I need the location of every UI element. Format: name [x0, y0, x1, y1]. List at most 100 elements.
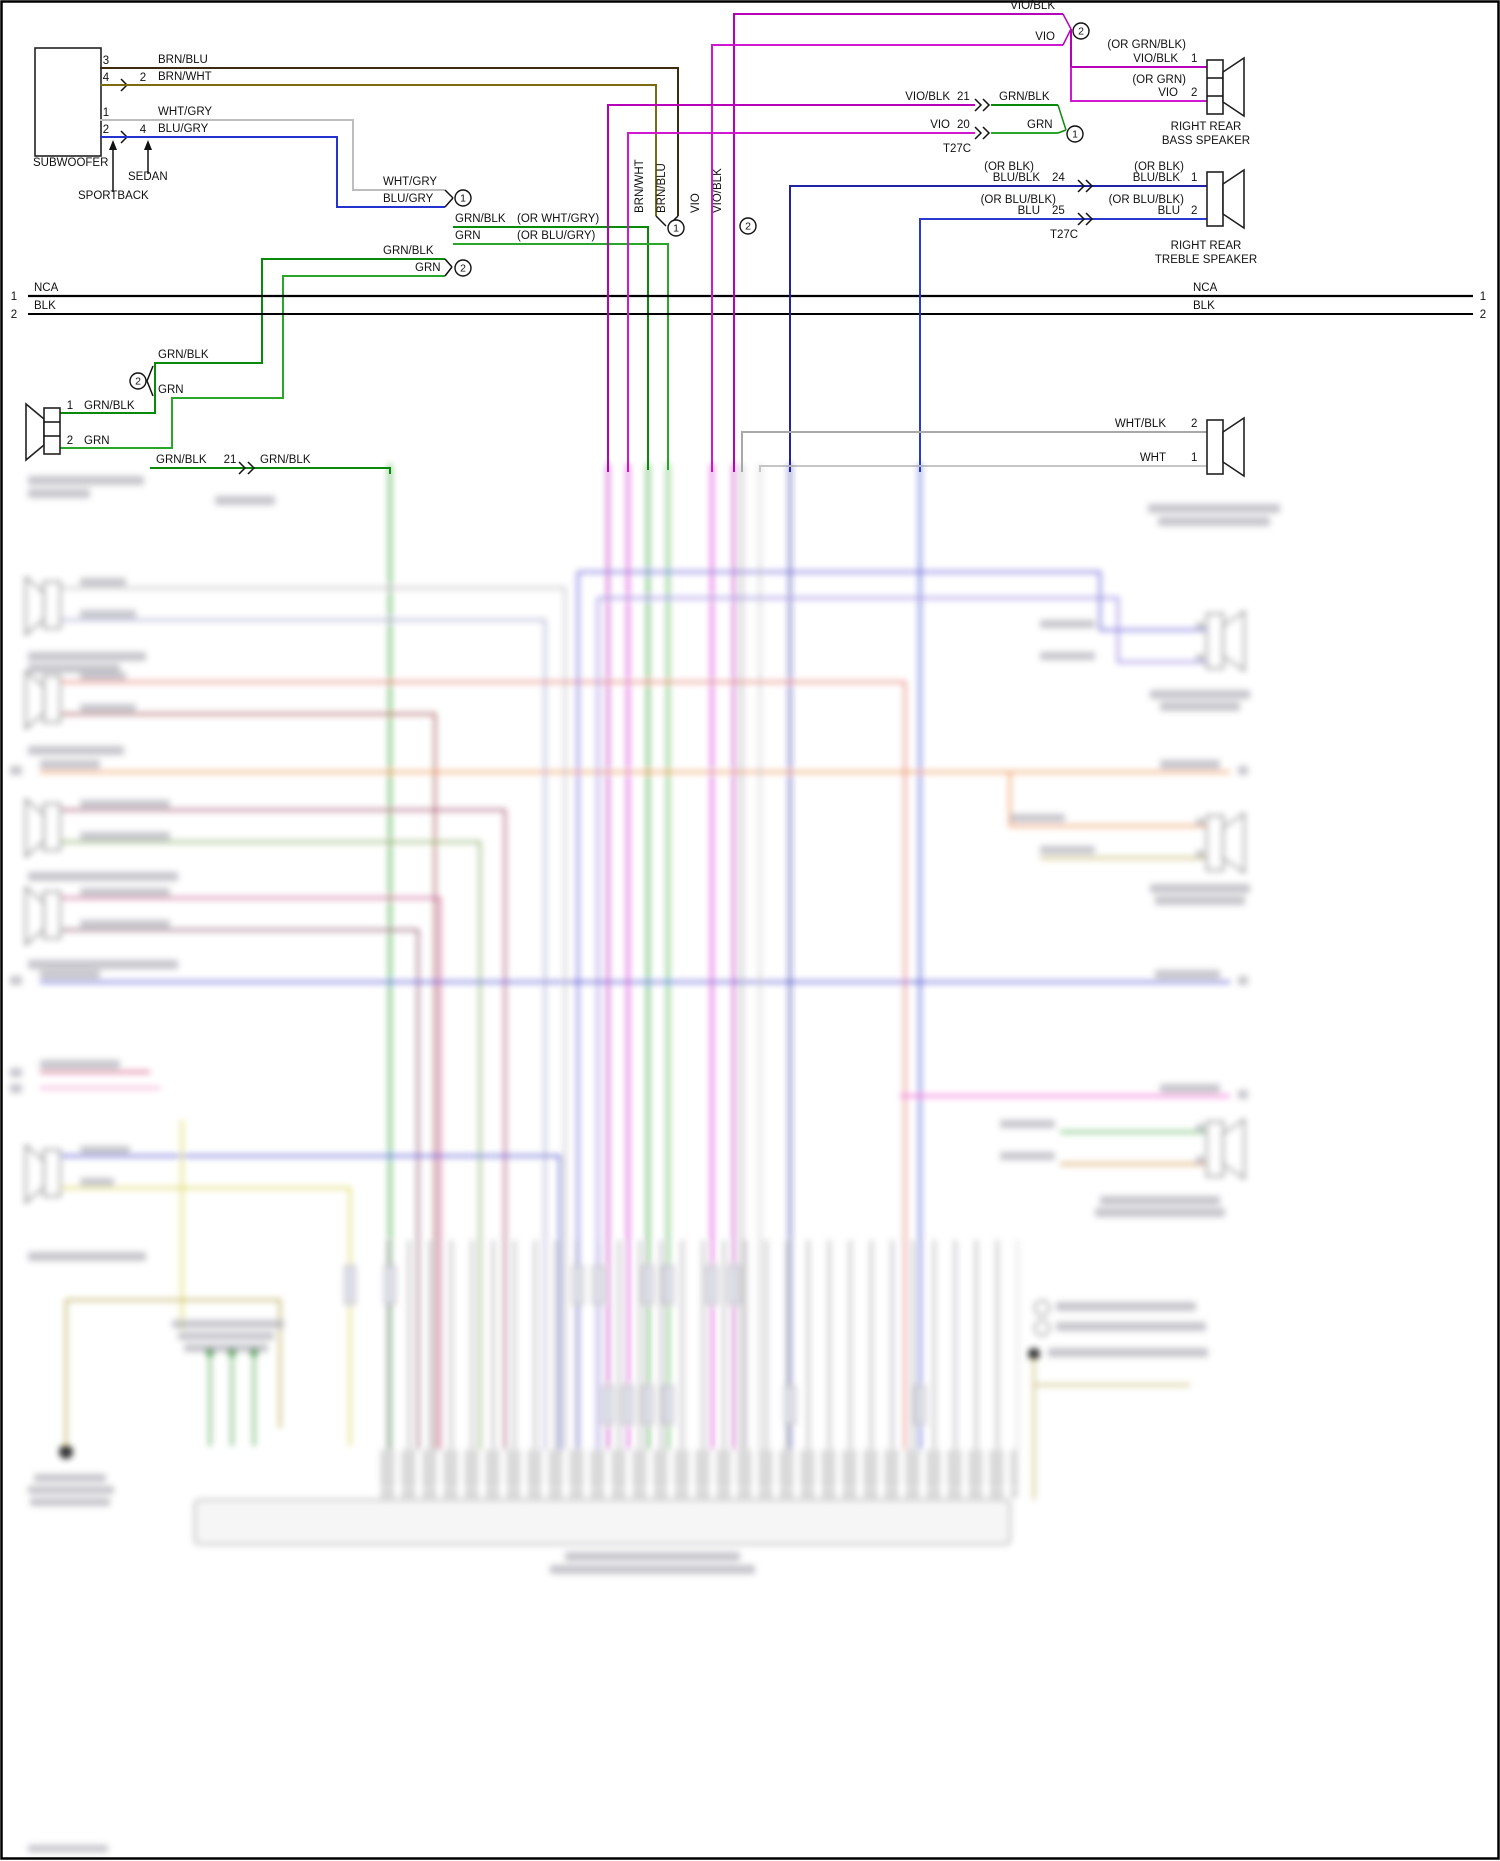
- speaker-coil-icon: [1206, 171, 1224, 227]
- wire-label: NCA: [34, 282, 59, 294]
- wire-label: BLU: [1018, 205, 1040, 217]
- wire-label: GRN/BLK: [383, 245, 434, 257]
- pin-number: 2: [1480, 309, 1486, 321]
- wire-label: GRN: [1027, 119, 1053, 131]
- sedan-arrow-icon: [144, 140, 152, 150]
- wire-blu-gry: [100, 136, 445, 208]
- wire-label-vertical: BRN/BLU: [656, 163, 668, 213]
- connector-label: T27C: [943, 143, 971, 155]
- wire-label: VIO/BLK: [1133, 53, 1178, 65]
- wire-alt-label: (OR WHT/GRY): [517, 213, 599, 225]
- wire-label: WHT/GRY: [383, 176, 437, 188]
- wire-alt-label: (OR BLU/BLK): [1109, 194, 1185, 206]
- blurred-inline-connectors: [344, 1265, 926, 1425]
- pin-number: 24: [1052, 172, 1065, 184]
- inline-connector-icon: [238, 461, 256, 475]
- ref-circle-2: 2: [745, 221, 751, 233]
- wire-label: GRN: [158, 384, 184, 396]
- wire-alt-label: (OR GRN): [1132, 74, 1186, 86]
- wire-alt-label: (OR BLU/GRY): [517, 230, 596, 242]
- wire-label: GRN: [455, 230, 481, 242]
- gray-wire-bundle: [378, 1240, 1018, 1452]
- pin-number: 1: [1191, 172, 1197, 184]
- wire-label: BRN/WHT: [158, 71, 212, 83]
- pin-number: 4: [140, 124, 147, 136]
- pin-number: 1: [67, 400, 73, 412]
- pin-number: 2: [67, 435, 73, 447]
- speaker-coil-icon: [1206, 419, 1224, 475]
- reference-markers: 1 2 1 2 2 1 2: [129, 22, 1090, 390]
- wire-blu-blk: [789, 185, 1207, 472]
- wire-label: VIO: [1158, 87, 1178, 99]
- bass-speaker-circuit: VIO/BLK VIO (OR GRN/BLK) VIO/BLK 1 (OR G…: [607, 0, 1207, 472]
- pin-number: 2: [103, 124, 109, 136]
- bus-lines: 1 NCA 2 BLK NCA 1 BLK 2: [11, 282, 1486, 321]
- blurred-text-blobs: [10, 476, 1280, 1852]
- wire-label: GRN/BLK: [455, 213, 506, 225]
- pin-number: 3: [103, 55, 109, 67]
- subwoofer-component: SUBWOOFER 3 4 1 2 2 4 BRN/BLU BRN/WHT WH…: [33, 47, 212, 202]
- pair-bracket: [146, 365, 154, 397]
- wire-brn-blu: [100, 67, 679, 216]
- variant-arrow-lines: [112, 148, 149, 192]
- sportback-arrow-icon: [109, 140, 117, 150]
- wire-label-vertical: BRN/WHT: [634, 159, 646, 213]
- ref-circle-2: 2: [1078, 26, 1084, 38]
- wire-wht-gry: [100, 119, 445, 191]
- splice-block: WHT/GRY BLU/GRY GRN/BLK (OR WHT/GRY) GRN…: [60, 176, 669, 470]
- pin-number: 25: [1052, 205, 1065, 217]
- wire-label: WHT: [1140, 452, 1166, 464]
- pin-number: 20: [957, 119, 970, 131]
- pin-number: 4: [103, 72, 110, 84]
- pin-number: 1: [1191, 53, 1197, 65]
- component-label: RIGHT REAR: [1171, 121, 1242, 133]
- ref-circle-1: 1: [673, 223, 679, 235]
- pin-number: 2: [1191, 87, 1197, 99]
- speaker-cone-icon: [1222, 168, 1245, 230]
- wire-alt-label: (OR BLK): [1134, 161, 1184, 173]
- wire-vio-pin2: [1070, 67, 1207, 102]
- pin-number: 2: [1191, 418, 1197, 430]
- wire-vio-blk-t27c: [607, 104, 975, 472]
- wire-brn-wht: [100, 84, 657, 216]
- wire-grn-blk-down: [453, 226, 649, 470]
- pin-number: 1: [103, 107, 109, 119]
- wire-label-vertical: VIO: [690, 193, 702, 213]
- pin-number: 2: [11, 309, 17, 321]
- pin-number: 1: [1480, 291, 1486, 303]
- wire-vio-t27c: [627, 132, 975, 472]
- wire-label: GRN/BLK: [158, 349, 209, 361]
- wire-label: WHT/BLK: [1115, 418, 1166, 430]
- trunk-wire-labels: BRN/WHT BRN/BLU VIO VIO/BLK: [634, 159, 724, 213]
- speaker-coil-icon: [1206, 59, 1224, 115]
- wire-label: VIO/BLK: [905, 91, 950, 103]
- wire-label: GRN: [84, 435, 110, 447]
- ref-circle-2: 2: [135, 376, 141, 388]
- wire-grn-left: [60, 275, 445, 449]
- wire-label: GRN: [415, 262, 441, 274]
- component-label: BASS SPEAKER: [1162, 135, 1250, 147]
- pin-number: 1: [1191, 452, 1197, 464]
- wire-vio: [711, 44, 1063, 472]
- wire-label-vertical: VIO/BLK: [712, 168, 724, 213]
- wire-label: GRN/BLK: [84, 400, 135, 412]
- pair-bracket: [444, 189, 454, 208]
- wire-label: BLU/BLK: [1133, 172, 1181, 184]
- ref-circle-1: 1: [460, 193, 466, 205]
- pair-bracket: [1062, 13, 1072, 46]
- wire-blu: [919, 218, 1207, 472]
- wire-label: BLU: [1158, 205, 1180, 217]
- wire-label: BLU/GRY: [383, 193, 434, 205]
- amplifier-connector-row: [378, 1450, 1018, 1498]
- wire-label: GRN/BLK: [156, 454, 207, 466]
- speaker-cone-icon: [1222, 416, 1245, 478]
- speaker-coil-lines: [1207, 77, 1223, 97]
- t27c-connector-icon: [1077, 179, 1094, 226]
- wire-grn-down: [453, 243, 669, 470]
- wire-label: VIO: [1035, 31, 1055, 43]
- subwoofer-label: SUBWOOFER: [33, 157, 108, 169]
- top-diagram-region: SUBWOOFER 3 4 1 2 2 4 BRN/BLU BRN/WHT WH…: [11, 0, 1486, 478]
- wire-wht-blk: [741, 431, 1207, 472]
